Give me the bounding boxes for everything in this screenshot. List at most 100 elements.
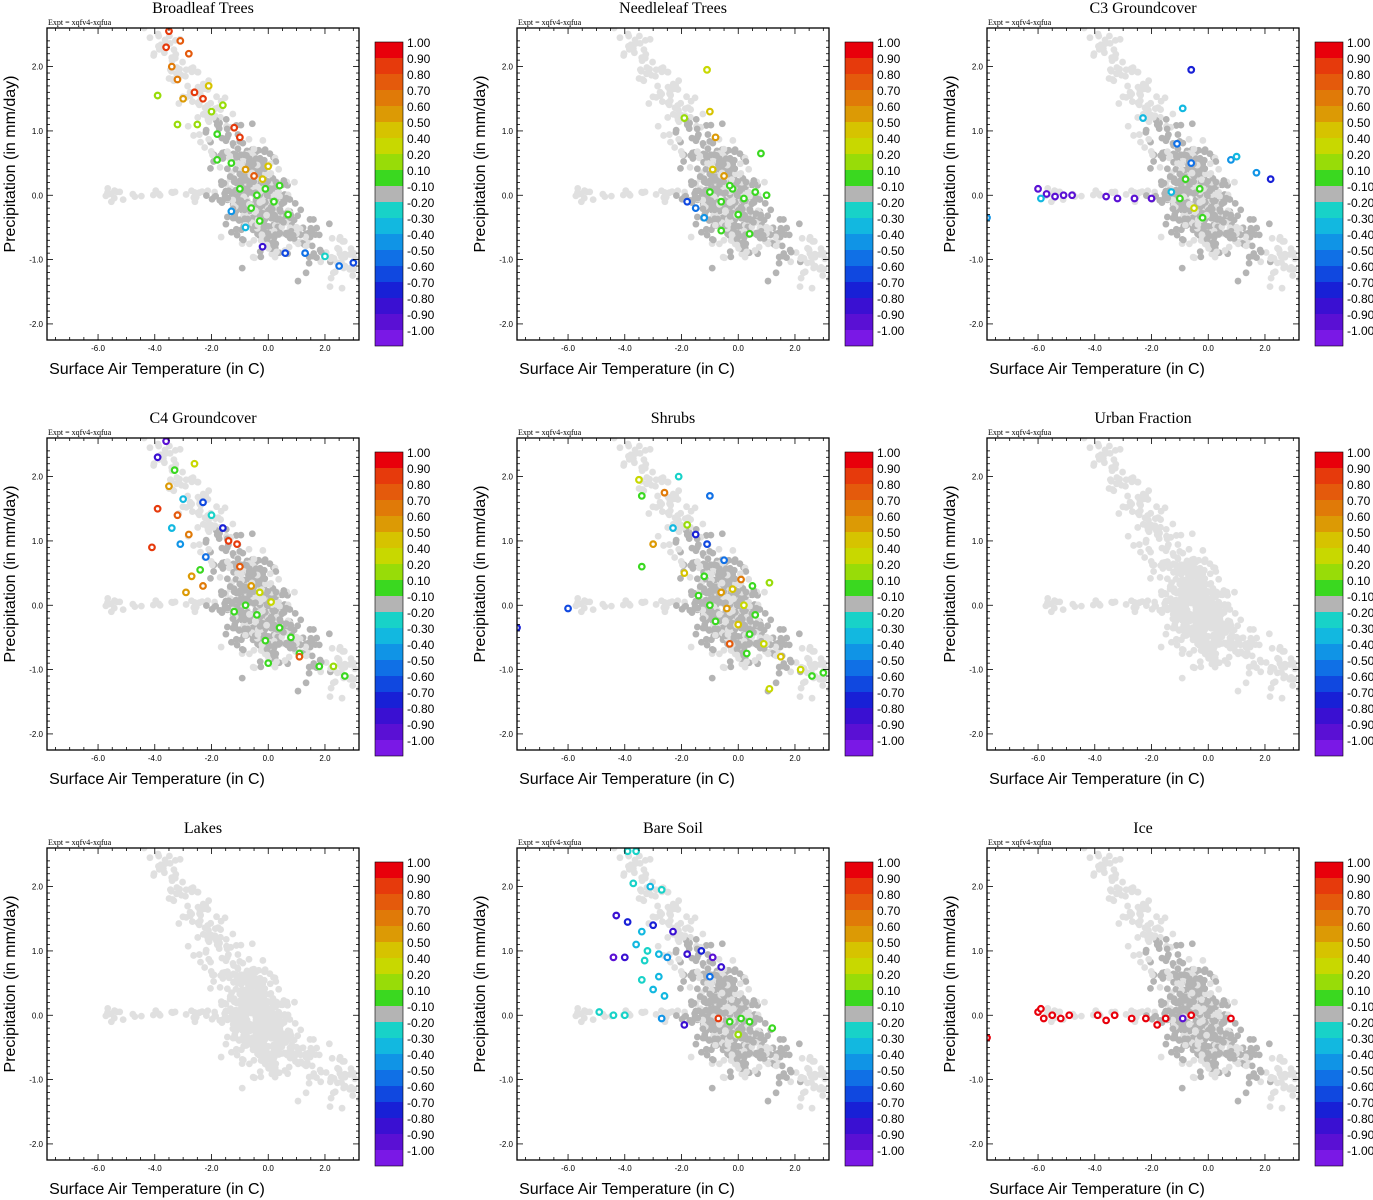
background-point	[244, 187, 252, 195]
background-point	[795, 630, 803, 638]
background-point	[273, 248, 280, 256]
data-point	[703, 65, 711, 74]
data-point	[765, 684, 774, 693]
x-axis-label: Surface Air Temperature (in C)	[519, 771, 735, 788]
background-point	[742, 568, 750, 575]
background-point	[764, 277, 772, 285]
background-point	[338, 284, 346, 292]
background-point	[1213, 658, 1220, 666]
background-point	[263, 211, 270, 219]
data-point	[737, 575, 745, 584]
background-point	[660, 132, 668, 139]
data-point	[207, 511, 216, 520]
background-point	[276, 602, 283, 610]
background-point	[229, 520, 237, 528]
background-point	[210, 568, 218, 575]
background-point	[726, 248, 734, 255]
background-point	[348, 660, 355, 668]
colorbar-swatch	[375, 452, 403, 468]
background-point	[222, 630, 230, 638]
background-point	[289, 641, 297, 649]
x-tick-label: -4.0	[148, 754, 162, 763]
background-point	[223, 575, 231, 583]
background-point	[296, 225, 304, 233]
data-point	[1042, 190, 1051, 198]
colorbar-label: 0.60	[407, 100, 431, 114]
background-point	[1278, 284, 1286, 292]
data-point	[705, 188, 714, 196]
background-point	[223, 544, 231, 552]
data-point	[167, 524, 176, 532]
data-point	[680, 569, 689, 577]
y-tick-label: 1.0	[32, 127, 44, 136]
plot-frame	[46, 27, 360, 341]
x-tick-label: 0.0	[733, 754, 745, 763]
data-point	[218, 101, 227, 110]
x-tick-label: 2.0	[789, 754, 801, 763]
colorbar: 1.000.900.800.700.600.500.400.200.10-0.1…	[374, 446, 435, 757]
colorbar-swatch	[375, 42, 403, 58]
background-point	[727, 663, 735, 671]
background-point	[636, 442, 643, 450]
background-point	[1242, 679, 1250, 687]
colorbar-swatch	[375, 596, 403, 612]
x-tick-label: -2.0	[675, 754, 689, 763]
background-point	[1077, 192, 1085, 200]
y-axis-label: Precipitation (in mm/day)	[472, 76, 489, 253]
background-point	[607, 192, 615, 200]
background-point	[1192, 155, 1200, 163]
data-point	[270, 197, 278, 206]
background-point	[1199, 137, 1207, 144]
colorbar-swatch	[375, 154, 403, 170]
background-point	[804, 244, 811, 252]
background-point	[137, 602, 145, 610]
background-point	[217, 643, 225, 651]
data-point	[153, 453, 162, 462]
colorbar-swatch	[375, 724, 403, 740]
background-point	[649, 58, 656, 66]
background-point	[1080, 28, 1088, 32]
y-tick-label: -1.0	[499, 666, 513, 675]
background-point	[677, 574, 684, 582]
background-point	[1108, 188, 1116, 196]
background-point	[1089, 191, 1097, 199]
background-point	[194, 114, 202, 121]
background-point	[720, 178, 728, 186]
background-point	[296, 635, 304, 643]
background-point	[272, 158, 280, 165]
background-point	[264, 588, 272, 595]
background-point	[654, 122, 662, 130]
colorbar-label: 0.90	[407, 52, 431, 66]
background-point	[667, 138, 674, 146]
background-point	[256, 199, 264, 206]
data-point	[190, 459, 199, 468]
background-point	[240, 584, 248, 592]
background-point	[202, 536, 210, 544]
background-point	[1257, 248, 1265, 256]
colorbar-swatch	[375, 58, 403, 74]
background-point	[1189, 253, 1197, 261]
background-point	[267, 203, 275, 211]
background-point	[638, 188, 646, 196]
background-point	[108, 600, 115, 608]
background-point	[630, 49, 638, 57]
background-point	[746, 616, 754, 623]
background-point	[232, 225, 240, 233]
background-point	[237, 197, 245, 205]
background-point	[764, 622, 772, 630]
background-point	[1227, 211, 1235, 219]
background-point	[225, 187, 233, 195]
y-tick-label: 1.0	[972, 127, 984, 136]
colorbar-label: 0.70	[877, 494, 901, 508]
background-point	[709, 646, 717, 654]
background-point	[215, 535, 223, 542]
colorbar-label: 0.80	[407, 68, 431, 82]
background-point	[729, 547, 737, 554]
colorbar-label: 0.40	[1347, 132, 1371, 146]
background-point	[703, 641, 711, 649]
x-axis-label: Surface Air Temperature (in C)	[49, 361, 265, 378]
background-point	[1134, 68, 1142, 76]
background-point	[306, 626, 314, 633]
background-point	[776, 626, 784, 633]
background-point	[1198, 641, 1206, 649]
